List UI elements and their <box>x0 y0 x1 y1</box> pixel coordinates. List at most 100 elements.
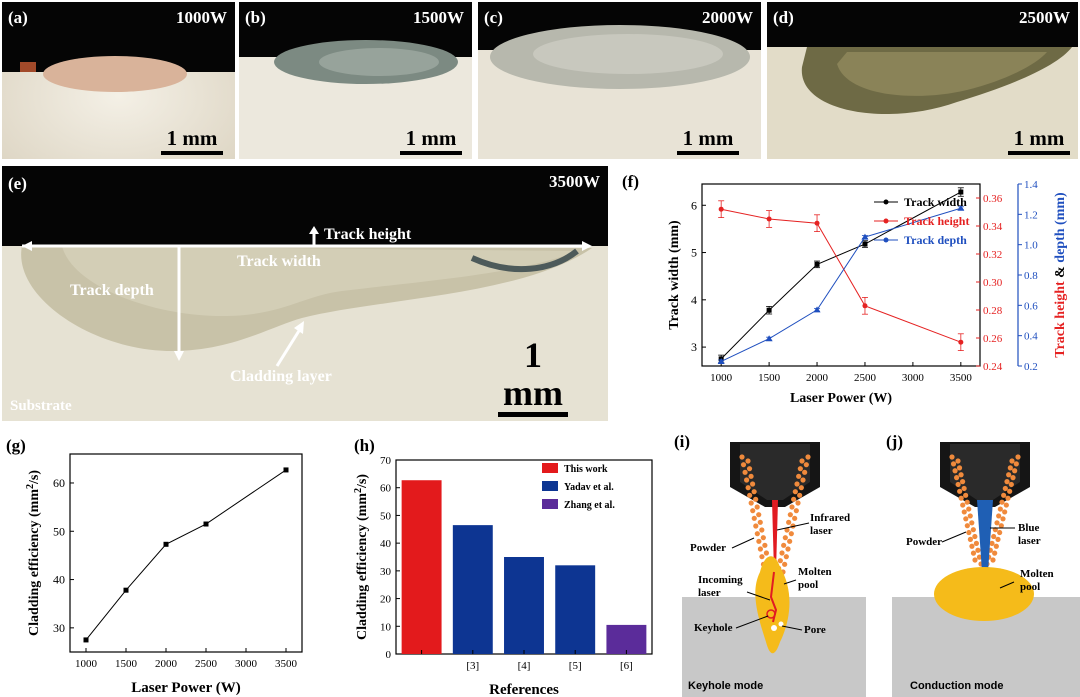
powder-particle <box>975 547 981 553</box>
keyhole-marker-i <box>766 609 776 619</box>
powder-particle <box>748 473 754 479</box>
panel-label-c: (c) <box>484 8 503 27</box>
molten-pool-j <box>934 567 1034 621</box>
scale-bar-c: 1 mm <box>677 126 739 155</box>
x-tick-label: 1500 <box>115 658 138 670</box>
laser-beam-j <box>977 500 993 572</box>
y-tick-label: 4 <box>691 293 697 307</box>
x-tick-label: 3500 <box>275 658 298 670</box>
powder-particle <box>954 475 960 481</box>
powder-particle <box>1007 488 1013 494</box>
powder-particle <box>785 546 791 552</box>
powder-particle <box>1013 461 1019 467</box>
powder-particle <box>957 488 963 494</box>
powder-particle <box>784 527 790 533</box>
data-point <box>861 233 869 240</box>
micrograph-d-image <box>767 2 1078 159</box>
y3-tick-label: 1.2 <box>1024 209 1038 221</box>
y-tick-label: 5 <box>691 246 697 260</box>
x-tick-label: 2000 <box>806 372 829 384</box>
y-tick-label: 10 <box>380 621 392 633</box>
data-point <box>958 339 964 345</box>
scale-line-c <box>677 151 739 155</box>
y-tick-label: 20 <box>380 594 392 606</box>
micrograph-a-image <box>2 2 235 159</box>
data-point <box>283 467 289 473</box>
x-tick-label: 3000 <box>235 658 258 670</box>
power-label-d: 2500W <box>1019 8 1070 27</box>
y-axis-title-part: 2 <box>353 488 364 493</box>
legend-label: Track depth <box>904 233 967 247</box>
data-point <box>717 357 725 364</box>
y-tick-label: 70 <box>380 455 392 467</box>
powder-particle <box>739 454 745 460</box>
panel-label-j: (j) <box>886 432 903 451</box>
powder-particle <box>751 489 757 495</box>
powder-particle <box>742 469 748 475</box>
y-tick-label: 30 <box>53 621 65 635</box>
molten-pool-i <box>755 556 790 654</box>
powder-particle <box>763 550 769 556</box>
x-tick-label: 2000 <box>155 658 178 670</box>
y2-tick-label: 0.34 <box>983 221 1003 233</box>
schematic-j-svg <box>892 442 1080 697</box>
powder-particle <box>745 485 751 491</box>
powder-particle <box>796 473 802 479</box>
panel-label-d: (d) <box>773 8 794 27</box>
pore-dot-i <box>778 621 784 627</box>
data-point <box>813 306 821 313</box>
powder-particle <box>1007 465 1013 471</box>
scale-line-b <box>400 151 462 155</box>
chart-h: 0 10 20 30 40 50 60 70 [3] [4] [5] [6] This work Yada… <box>340 432 660 697</box>
powder-particle <box>779 550 785 556</box>
powder-particle <box>759 554 765 560</box>
y3-tick-label: 1.4 <box>1024 179 1038 191</box>
powder-particle <box>989 540 995 546</box>
y-axis-title-part: Cladding efficiency (mm <box>27 489 42 636</box>
powder-particle <box>966 529 972 536</box>
pore-dot-i <box>771 625 777 631</box>
powder-particle <box>1009 458 1015 464</box>
mode-label-i: Keyhole mode <box>688 680 764 692</box>
incoming-label-i: Incoming laser <box>698 574 743 599</box>
scale-bar-a: 1 mm <box>161 126 223 155</box>
legend-label: Yadav et al. <box>564 482 614 493</box>
powder-particle <box>994 520 1000 526</box>
powder-particle <box>969 520 975 526</box>
y2-axis-title-part: & <box>1053 266 1068 281</box>
powder-particle <box>750 508 756 514</box>
chart-h-svg: 0 10 20 30 40 50 60 70 [3] [4] [5] [6] This work Yada… <box>353 455 653 697</box>
powder-particle <box>952 468 958 474</box>
powder-particle <box>1005 495 1011 501</box>
micrograph-b-image <box>239 2 472 159</box>
nozzle-inner-i <box>740 444 810 500</box>
power-label-a: 1000W <box>176 8 227 27</box>
powder-particle <box>802 469 808 475</box>
powder-particle <box>949 454 955 460</box>
molten-label-i: Molten pool <box>798 566 832 591</box>
powder-particle <box>751 515 757 521</box>
incoming-pointer-i <box>746 591 771 601</box>
schematic-i: (i) Powder Infrared laser Incoming laser… <box>670 432 870 697</box>
powder-particle <box>991 533 997 540</box>
chart-f-svg: 1000 1500 2000 2500 3000 3500 3 4 5 6 0.24 0.26 0.28… <box>667 179 1068 406</box>
powder-particle <box>793 508 799 514</box>
y-tick-label: 6 <box>691 198 697 212</box>
bar <box>555 565 596 654</box>
y-axis-title: Track width (mm) <box>667 220 682 330</box>
track-height-label: Track height <box>324 226 412 243</box>
powder-particle <box>972 557 978 563</box>
x-tick-label: 1000 <box>710 372 733 384</box>
micrograph-b: (b) 1500W 1 mm <box>239 2 472 159</box>
powder-particle <box>746 466 753 472</box>
y-tick-label: 3 <box>691 340 697 354</box>
nozzle-inner-j <box>950 444 1020 500</box>
y2-tick-label: 0.24 <box>983 361 1003 373</box>
powder-particle <box>992 550 998 556</box>
powder-particle <box>995 536 1001 542</box>
x-tick-label: 2500 <box>854 372 877 384</box>
powder-particle <box>756 538 762 544</box>
powder-particle <box>1015 454 1021 460</box>
y-tick-label: 0 <box>386 649 392 661</box>
legend-marker <box>883 237 889 243</box>
